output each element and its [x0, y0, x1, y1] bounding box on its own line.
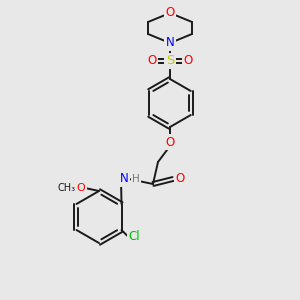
Text: N: N: [120, 172, 128, 185]
Text: O: O: [176, 172, 184, 185]
Text: CH₃: CH₃: [58, 183, 76, 193]
Text: N: N: [166, 37, 174, 50]
Text: O: O: [183, 55, 193, 68]
Text: O: O: [165, 7, 175, 20]
Text: S: S: [166, 55, 174, 68]
Text: O: O: [76, 183, 85, 193]
Text: O: O: [165, 136, 175, 148]
Text: Cl: Cl: [129, 230, 140, 242]
Text: H: H: [132, 174, 140, 184]
Text: O: O: [147, 55, 157, 68]
